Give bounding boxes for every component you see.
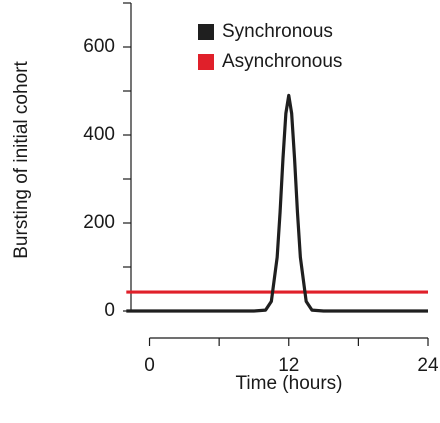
- legend-label: Asynchronous: [222, 51, 342, 72]
- legend-label: Synchronous: [222, 21, 333, 42]
- x-axis-label: Time (hours): [236, 373, 343, 394]
- series-line: [126, 93, 428, 313]
- y-axis-label: Bursting of initial cohort: [11, 61, 32, 259]
- x-tick-label: 12: [278, 355, 299, 376]
- x-tick-label: 24: [417, 355, 439, 376]
- y-tick-label: 400: [83, 124, 115, 145]
- legend-swatch: [198, 24, 214, 40]
- y-tick-label: 0: [104, 300, 115, 321]
- y-tick-label: 200: [83, 212, 115, 233]
- legend-swatch: [198, 54, 214, 70]
- y-tick-label: 600: [83, 36, 115, 57]
- x-tick-label: 0: [144, 355, 155, 376]
